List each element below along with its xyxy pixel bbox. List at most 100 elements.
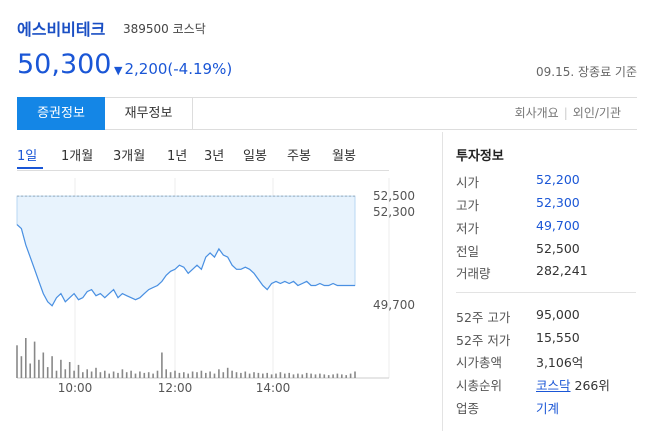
info-value: 3,106억	[536, 355, 584, 370]
volume-bar	[323, 374, 326, 378]
volume-bar	[240, 372, 242, 378]
info-value: 15,550	[536, 330, 580, 345]
volume-bar	[196, 372, 198, 378]
volume-bar	[64, 369, 67, 378]
stock-code-market: 389500 코스닥	[123, 20, 206, 37]
volume-bar	[117, 372, 119, 378]
link-foreign-institution[interactable]: 외인/기관	[572, 106, 621, 120]
info-value: 기계	[536, 398, 559, 417]
period-tab-1y[interactable]: 1년	[167, 149, 188, 164]
info-value: 코스닥 266위	[536, 375, 610, 394]
volume-bar	[222, 372, 225, 378]
price-area	[16, 195, 356, 307]
volume-bar	[191, 371, 194, 378]
info-label: 시총순위	[456, 378, 503, 393]
x-tick-label: 14:00	[256, 381, 291, 395]
period-tab-3y[interactable]: 3년	[204, 149, 225, 164]
volume-bar	[46, 367, 49, 378]
invest-info-title: 투자정보	[456, 149, 504, 164]
volume-bar	[270, 374, 273, 378]
period-tab-daily[interactable]: 일봉	[243, 149, 267, 164]
price-line	[16, 224, 355, 307]
tab-financial-info[interactable]: 재무정보	[105, 97, 193, 130]
x-tick-labels: 10:00 12:00 14:00	[58, 381, 291, 395]
volume-bar	[77, 364, 80, 378]
info-label: 시가총액	[456, 355, 503, 370]
volume-bar	[301, 374, 304, 378]
info-label: 52주 저가	[456, 333, 511, 348]
volume-bar	[51, 356, 53, 378]
volume-bar	[82, 372, 84, 378]
tab-stock-info[interactable]: 증권정보	[17, 97, 105, 130]
volume-bar	[279, 372, 282, 378]
link-separator: |	[563, 106, 568, 120]
y-tick-label: 52,500	[373, 189, 415, 203]
volume-bar	[147, 372, 150, 378]
volume-bar	[104, 370, 106, 378]
info-value: 52,300	[536, 195, 580, 210]
period-tab-1m[interactable]: 1개월	[61, 149, 94, 164]
as-of-text: 09.15. 장종료 기준	[536, 65, 637, 79]
volume-bar	[218, 369, 220, 378]
info-label: 업종	[456, 401, 480, 416]
volume-bar	[68, 362, 71, 378]
period-tab-1d[interactable]: 1일	[17, 149, 38, 164]
period-tab-monthly[interactable]: 월봉	[332, 149, 356, 164]
volume-bar	[209, 371, 211, 378]
period-tab-3m[interactable]: 3개월	[113, 149, 146, 164]
company-name[interactable]: 에스비비테크	[17, 20, 106, 39]
price-change: ▼ 2,200(-4.19%)	[114, 60, 232, 78]
volume-bar	[42, 352, 45, 378]
volume-bar	[235, 372, 238, 378]
volume-bar	[55, 370, 58, 378]
rank-value: 266위	[574, 378, 610, 393]
y-tick-labels: 52,500 52,300 49,700	[373, 189, 415, 312]
info-value: 52,500	[536, 241, 580, 256]
volume-bar	[349, 373, 352, 378]
info-label: 시가	[456, 175, 480, 190]
info-label: 전일	[456, 244, 480, 259]
info-value: 49,700	[536, 218, 580, 233]
market-link[interactable]: 코스닥	[536, 378, 571, 393]
volume-bar	[29, 363, 31, 378]
active-period-underline	[17, 167, 43, 169]
volume-bar	[257, 372, 260, 378]
volume-bar	[354, 371, 356, 378]
volume-bar	[25, 338, 27, 378]
y-tick-label: 52,300	[373, 205, 415, 219]
volume-bar	[143, 372, 146, 378]
volume-bar	[310, 373, 312, 378]
volume-bar	[139, 371, 141, 378]
volume-bar	[178, 372, 181, 378]
volume-bar	[327, 375, 330, 378]
period-tab-weekly[interactable]: 주봉	[287, 149, 311, 164]
down-arrow-icon: ▼	[114, 64, 123, 77]
volume-bar	[20, 356, 23, 378]
volume-bar	[112, 371, 115, 378]
volume-bar	[169, 372, 172, 378]
volume-bar	[125, 372, 128, 378]
volume-bar	[275, 373, 277, 378]
volume-bar	[33, 341, 36, 378]
volume-bar	[165, 369, 167, 378]
volume-bar	[297, 373, 299, 378]
volume-bar	[288, 372, 290, 378]
volume-bar	[244, 371, 247, 378]
volume-bar	[200, 370, 203, 378]
volume-bar	[319, 373, 321, 378]
volume-bar	[183, 372, 185, 378]
volume-bar	[161, 352, 163, 378]
info-label: 고가	[456, 198, 480, 213]
volume-bar	[266, 372, 268, 378]
volume-bar	[90, 371, 93, 378]
link-company-overview[interactable]: 회사개요	[514, 106, 559, 120]
info-value: 95,000	[536, 307, 580, 322]
x-tick-label: 12:00	[158, 381, 193, 395]
industry-link[interactable]: 기계	[536, 401, 560, 416]
info-label: 52주 고가	[456, 310, 511, 325]
volume-bars	[16, 338, 356, 378]
x-tick-label: 10:00	[58, 381, 93, 395]
volume-bar	[332, 374, 334, 378]
volume-bar	[226, 367, 229, 378]
volume-bar	[134, 373, 137, 378]
